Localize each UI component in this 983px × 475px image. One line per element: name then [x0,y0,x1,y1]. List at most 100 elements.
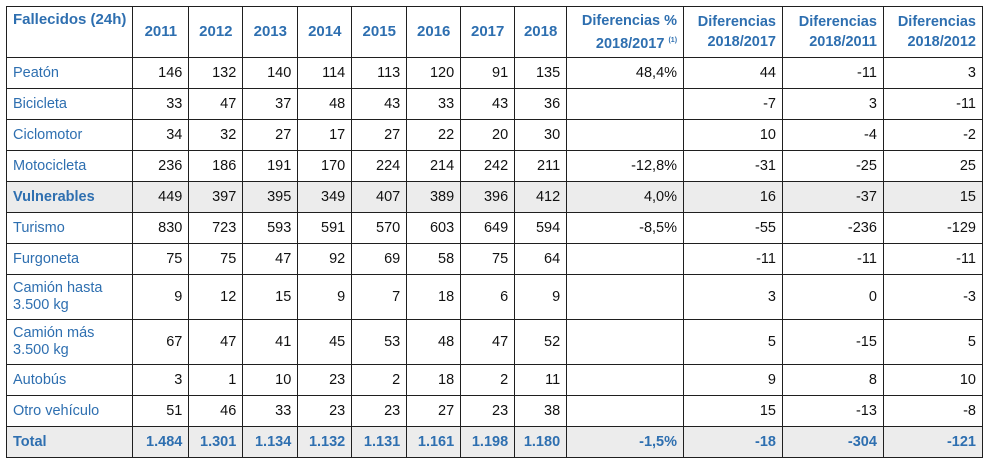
cell-value: 11 [514,364,568,396]
row-label: Camión más 3.500 kg [5,319,134,365]
cell-diff-2011: -4 [781,119,884,151]
cell-value: 18 [406,364,462,396]
cell-value: 30 [514,119,568,151]
cell-diff-pct [566,319,685,365]
cell-value: 594 [514,212,568,244]
cell-value: 395 [242,181,299,213]
cell-diff-2012: 5 [882,319,983,365]
cell-value: 1.180 [514,426,568,458]
cell-value: 20 [460,119,516,151]
cell-value: 23 [297,364,353,396]
cell-value: 449 [132,181,190,213]
table-row: Ciclomotor 34 32 27 17 27 22 20 30 10 -4 -2 [5,119,983,151]
row-label: Total [5,426,134,458]
fatalities-table: Fallecidos (24h) 2011 2012 2013 2014 201… [5,6,983,458]
header-year-2013: 2013 [242,6,299,58]
cell-value: 649 [460,212,516,244]
cell-diff-2012: -3 [882,274,983,320]
cell-diff-2017: 5 [683,319,783,365]
cell-value: 12 [188,274,244,320]
cell-diff-pct [566,243,685,275]
table-row: Turismo 830 723 593 591 570 603 649 594 -8,5% -55-… [5,212,983,244]
cell-value: 45 [297,319,353,365]
table-row: Camión más 3.500 kg 67 47 41 45 53 48 47 52 5 -15 5 [5,319,983,365]
header-diff-2017: Diferencias 2018/2017 [683,6,783,58]
cell-diff-2012: -2 [882,119,983,151]
cell-value: 9 [297,274,353,320]
header-year-2012: 2012 [188,6,244,58]
cell-value: 33 [406,88,462,120]
cell-value: 32 [188,119,244,151]
table-row: Bicicleta 33 47 37 48 43 33 43 36 -7 3 -11 [5,88,983,120]
header-year-2018: 2018 [514,6,568,58]
header-diff-2011: Diferencias 2018/2011 [781,6,884,58]
cell-diff-2011: -11 [781,243,884,275]
cell-value: 23 [297,395,353,427]
header-diff-2012: Diferencias 2018/2012 [882,6,983,58]
cell-diff-2011: -25 [781,150,884,182]
cell-diff-2011: -236 [781,212,884,244]
cell-diff-2017: 16 [683,181,783,213]
cell-value: 186 [188,150,244,182]
table-container: Fallecidos (24h) 2011 2012 2013 2014 201… [5,6,983,458]
cell-value: 38 [514,395,568,427]
cell-value: 1.198 [460,426,516,458]
cell-value: 9 [514,274,568,320]
cell-value: 10 [242,364,299,396]
cell-diff-pct [566,364,685,396]
cell-diff-2012: -8 [882,395,983,427]
cell-value: 593 [242,212,299,244]
row-label: Motocicleta [5,150,134,182]
cell-value: 91 [460,57,516,89]
row-label: Bicicleta [5,88,134,120]
cell-diff-2012: 15 [882,181,983,213]
cell-value: 140 [242,57,299,89]
footnote-mark: (1) [668,36,678,44]
cell-value: 723 [188,212,244,244]
row-label: Peatón [5,57,134,89]
cell-diff-pct: -1,5% [566,426,685,458]
cell-value: 120 [406,57,462,89]
cell-diff-pct: 4,0% [566,181,685,213]
cell-diff-2011: -304 [781,426,884,458]
cell-value: 1.484 [132,426,190,458]
cell-value: 92 [297,243,353,275]
cell-value: 33 [132,88,190,120]
cell-diff-2011: -13 [781,395,884,427]
cell-value: 36 [514,88,568,120]
table-row: Motocicleta 236 186 191 170 224 214 242 211 -12,8… [5,150,983,182]
cell-value: 75 [132,243,190,275]
cell-diff-2012: 25 [882,150,983,182]
cell-diff-pct: -12,8% [566,150,685,182]
cell-value: 114 [297,57,353,89]
cell-value: 1.131 [351,426,408,458]
cell-value: 37 [242,88,299,120]
cell-diff-2012: 3 [882,57,983,89]
cell-value: 6 [460,274,516,320]
cell-value: 1.134 [242,426,299,458]
cell-diff-2017: -7 [683,88,783,120]
cell-value: 2 [460,364,516,396]
cell-value: 603 [406,212,462,244]
cell-diff-pct [566,88,685,120]
cell-value: 170 [297,150,353,182]
cell-value: 48 [297,88,353,120]
cell-value: 43 [351,88,408,120]
cell-value: 397 [188,181,244,213]
cell-diff-2011: 0 [781,274,884,320]
cell-value: 46 [188,395,244,427]
cell-diff-pct [566,274,685,320]
cell-value: 2 [351,364,408,396]
cell-value: 47 [460,319,516,365]
cell-value: 224 [351,150,408,182]
cell-diff-2011: 3 [781,88,884,120]
table-row: Camión hasta 3.500 kg 9 12 15 9 7 18 6 9 3 0 -3 [5,274,983,320]
cell-value: 7 [351,274,408,320]
cell-value: 43 [460,88,516,120]
cell-value: 1 [188,364,244,396]
cell-diff-2017: -31 [683,150,783,182]
cell-diff-2011: -15 [781,319,884,365]
cell-value: 412 [514,181,568,213]
cell-diff-2017: 15 [683,395,783,427]
cell-value: 33 [242,395,299,427]
